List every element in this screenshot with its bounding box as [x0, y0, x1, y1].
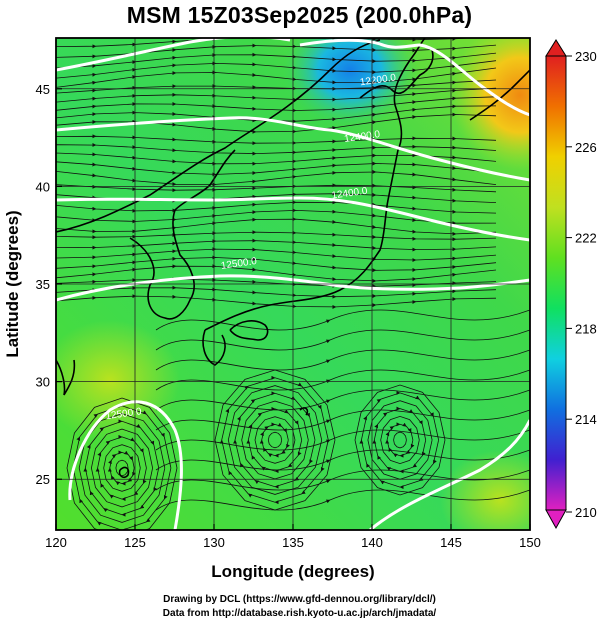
colorbar-tick-label: 218: [575, 321, 597, 336]
streamline: [56, 277, 497, 289]
streamlines: [56, 38, 530, 530]
y-tick-label: 45: [36, 82, 50, 97]
streamline: [56, 294, 497, 309]
streamline: [56, 169, 497, 187]
grid-lines: [56, 38, 530, 530]
colorbar-top-arrow: [545, 39, 567, 57]
streamline: [214, 369, 336, 511]
x-tick-label: 120: [45, 535, 67, 550]
contour-label: 12500.0: [105, 406, 143, 422]
streamline: [155, 409, 530, 431]
colorbar-tick-label: 214: [575, 412, 597, 427]
streamline: [155, 389, 530, 411]
contour-label: 12400.0: [331, 186, 369, 202]
colorbar-body: [545, 55, 567, 511]
streamline: [219, 375, 329, 505]
contour-label: 12500.0: [220, 256, 258, 272]
y-axis-ticks: 25 30 35 40 45: [36, 82, 62, 487]
streamline: [155, 369, 530, 391]
colorbar-bottom-arrow: [545, 509, 567, 530]
height-contours: [56, 38, 530, 530]
x-tick-label: 140: [361, 535, 383, 550]
credit-line-1: Drawing by DCL (https://www.gfd-dennou.o…: [163, 594, 436, 605]
streamline: [155, 469, 530, 491]
streamline: [155, 429, 530, 451]
colorbar: 230 226 222 218 214 210: [545, 39, 597, 530]
page-title: MSM 15Z03Sep2025 (200.0hPa): [126, 2, 473, 28]
x-axis-title: Longitude (degrees): [211, 562, 374, 581]
streamline: [155, 489, 530, 511]
x-tick-label: 135: [282, 535, 304, 550]
streamline: [66, 397, 178, 530]
x-tick-label: 130: [203, 535, 225, 550]
streamline: [56, 183, 497, 193]
x-tick-label: 145: [440, 535, 462, 550]
streamline: [56, 112, 497, 134]
x-tick-label: 125: [124, 535, 146, 550]
colorbar-ticks: 230 226 222 218 214 210: [566, 49, 597, 520]
colorbar-tick-label: 226: [575, 140, 597, 155]
y-axis-title: Latitude (degrees): [3, 210, 22, 357]
colorbar-tick-label: 230: [575, 49, 597, 64]
streamline: [155, 349, 530, 371]
streamline: [155, 449, 530, 471]
streamline: [155, 309, 530, 331]
y-tick-label: 25: [36, 472, 50, 487]
y-tick-label: 30: [36, 375, 50, 390]
contour-label: 12200.0: [359, 72, 397, 88]
x-tick-label: 150: [519, 535, 541, 550]
credit-line-2: Data from http://database.rish.kyoto-u.a…: [162, 608, 437, 619]
coastlines: [56, 38, 530, 478]
colorbar-tick-label: 222: [575, 231, 597, 246]
x-axis-ticks: 120 125 130 135 140 145 150: [45, 524, 541, 550]
y-tick-label: 35: [36, 277, 50, 292]
colorbar-tick-label: 210: [575, 505, 597, 520]
streamline: [354, 384, 446, 496]
streamline: [359, 390, 439, 490]
y-tick-label: 40: [36, 179, 50, 194]
